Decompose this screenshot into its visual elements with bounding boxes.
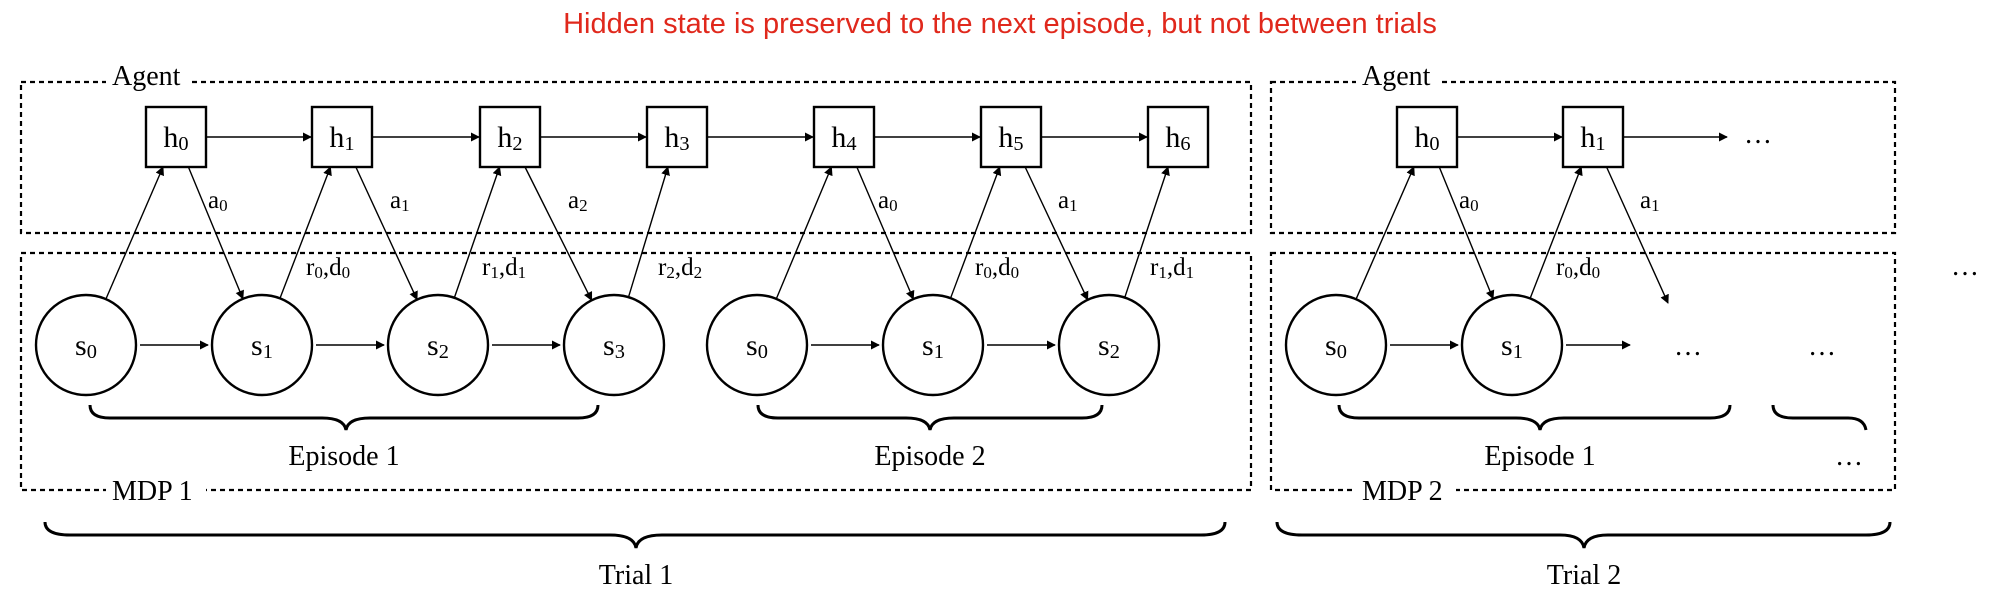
action-label-t1-2: a2: [568, 187, 588, 215]
hidden-state-t1-6-label: h6: [1165, 121, 1190, 155]
env-state-t1-5: [881, 293, 985, 397]
caption-t1-episode-2: Episode 2: [874, 441, 985, 472]
reward-label-t1-2: r2,d2: [658, 254, 702, 282]
env-state-t1-1: [210, 293, 314, 397]
agent-label-1: Agent: [112, 61, 181, 92]
env-state-t1-6: [1057, 293, 1161, 397]
brace-t2-episode-partial: [1771, 404, 1868, 431]
mdp-label-1: MDP 1: [112, 476, 193, 507]
hidden-state-t1-1-label: h1: [329, 121, 354, 155]
hidden-state-t1-1: [310, 105, 374, 169]
hidden-state-t1-5: [979, 105, 1043, 169]
obs-arrow-t2-1: [1529, 166, 1583, 299]
env-state-t1-0: [34, 293, 138, 397]
brace-trial-2: [1275, 521, 1892, 549]
env-state-t1-3-label: s3: [603, 329, 625, 363]
mdp-box-trial-1: [19, 251, 1253, 492]
ellipsis-h-row: …: [1744, 119, 1772, 150]
hidden-state-t1-4-label: h4: [831, 121, 856, 155]
env-state-t1-3: [562, 293, 666, 397]
hidden-state-t2-0-label: h0: [1414, 121, 1439, 155]
hidden-state-t1-0: [144, 105, 208, 169]
act-arrow-t1-1: [355, 166, 418, 301]
hidden-state-t1-6: [1146, 105, 1210, 169]
env-state-t2-1-label: s1: [1501, 329, 1523, 363]
obs-arrow-t1-1: [279, 166, 332, 299]
env-state-t1-2: [386, 293, 490, 397]
act-arrow-t2-0: [1438, 166, 1495, 300]
caption-trial-1: Trial 1: [599, 560, 673, 591]
caption-trial-2: Trial 2: [1547, 560, 1621, 591]
env-state-t2-0-label: s0: [1325, 329, 1347, 363]
env-state-t2-0: [1284, 293, 1388, 397]
agent-label-2: Agent: [1362, 61, 1431, 92]
env-state-t1-2-label: s2: [427, 329, 449, 363]
env-state-t1-4: [705, 293, 809, 397]
obs-arrow-t1-6: [1124, 166, 1170, 298]
agent-box-trial-1: [19, 80, 1253, 235]
env-state-t1-5-label: s1: [922, 329, 944, 363]
brace-t1-episode-1: [88, 404, 600, 431]
act-arrow-t1-4: [856, 166, 915, 300]
diagram-title: Hidden state is preserved to the next ep…: [563, 8, 1437, 40]
obs-arrow-t1-3: [627, 166, 670, 298]
hidden-state-t1-3: [645, 105, 709, 169]
action-label-t2-0: a0: [1459, 187, 1479, 215]
act-arrow-t1-5: [1024, 166, 1089, 301]
hidden-state-t1-5-label: h5: [998, 121, 1023, 155]
env-state-t1-1-label: s1: [251, 329, 273, 363]
hidden-state-t1-0-label: h0: [163, 121, 188, 155]
hidden-state-t2-0: [1395, 105, 1459, 169]
obs-arrow-t2-0: [1355, 166, 1415, 300]
env-state-t2-1: [1460, 293, 1564, 397]
obs-arrow-t1-5: [949, 166, 1002, 299]
hidden-state-t1-3-label: h3: [664, 121, 689, 155]
hidden-state-t1-2: [478, 105, 542, 169]
brace-trial-1: [43, 521, 1227, 549]
nodes-layer: h0 h1 h2 h3 h4 h5 h6 s0 s1 s2 s3 s0 s1 s2 h0 h1 s0 s1: [34, 105, 1625, 397]
hidden-state-t1-4: [812, 105, 876, 169]
act-arrow-t1-0: [187, 166, 244, 300]
hidden-state-t1-2-label: h2: [497, 121, 522, 155]
env-state-t1-4-label: s0: [746, 329, 768, 363]
action-label-t1-0: a0: [208, 187, 228, 215]
hidden-state-t2-1-label: h1: [1580, 121, 1605, 155]
act-arrow-t1-2: [524, 166, 593, 302]
brace-t1-episode-2: [756, 404, 1104, 431]
reward-label-t2-0: r0,d0: [1556, 254, 1600, 282]
edge-labels-layer: a0 a1 a2 a0 a1 r0,d0 r1,d1 r2,d2 r0,d0 r1,d1 a0 a1 r…: [208, 187, 1660, 282]
reward-label-t1-4: r1,d1: [1150, 254, 1194, 282]
reward-label-t1-0: r0,d0: [306, 254, 350, 282]
act-arrow-t2-1: [1605, 166, 1669, 304]
action-label-t2-1: a1: [1640, 187, 1660, 215]
reward-label-t1-1: r1,d1: [482, 254, 526, 282]
obs-arrow-t1-2: [453, 166, 502, 298]
caption-t2-episode-1: Episode 1: [1484, 441, 1595, 472]
reward-label-t1-3: r0,d0: [975, 254, 1019, 282]
edges-layer: [105, 132, 1728, 350]
caption-t1-episode-1: Episode 1: [288, 441, 399, 472]
mdp-label-2: MDP 2: [1362, 476, 1443, 507]
ellipsis-trials: …: [1951, 251, 1979, 282]
action-label-t1-3: a0: [878, 187, 898, 215]
mdp-box-trial-2: [1269, 251, 1897, 492]
hidden-state-t2-1: [1561, 105, 1625, 169]
brace-t2-episode-1: [1337, 404, 1732, 431]
obs-arrow-t1-4: [775, 166, 833, 300]
action-label-t1-1: a1: [390, 187, 410, 215]
env-state-t1-0-label: s0: [75, 329, 97, 363]
ellipsis-s-row-2: …: [1808, 331, 1836, 362]
ellipsis-s-row: …: [1674, 331, 1702, 362]
env-state-t1-6-label: s2: [1098, 329, 1120, 363]
action-label-t1-4: a1: [1058, 187, 1078, 215]
obs-arrow-t1-0: [105, 166, 164, 300]
ellipsis-episodes: …: [1835, 441, 1863, 472]
